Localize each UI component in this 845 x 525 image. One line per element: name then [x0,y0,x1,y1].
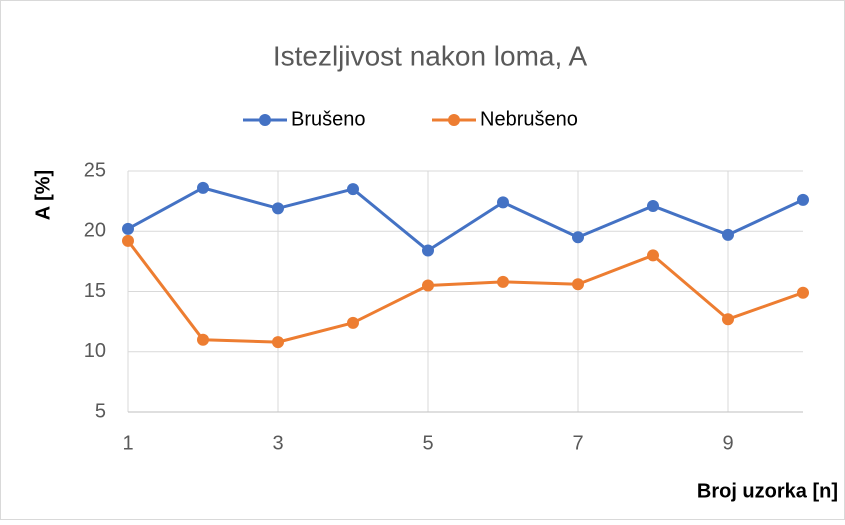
x-tick-label: 3 [272,432,283,454]
legend-label: Brušeno [291,108,366,130]
y-axis-label: A [%] [32,170,54,220]
data-point [197,333,209,346]
x-axis-label: Broj uzorka [n] [697,480,838,502]
data-point [647,199,659,212]
data-point [647,249,659,262]
y-tick-label: 20 [84,220,106,242]
x-tick-label: 9 [722,432,733,454]
data-point [422,244,434,257]
data-point [347,183,359,196]
chart-title: Istezljivost nakon loma, A [273,40,588,71]
y-tick-label: 25 [84,159,106,181]
data-point [722,228,734,241]
legend-marker [259,114,271,126]
y-tick-label: 10 [84,340,106,362]
data-point [272,336,284,349]
data-point [422,279,434,292]
data-point [497,196,509,209]
x-tick-label: 1 [122,432,133,454]
data-point [347,316,359,329]
data-point [122,222,134,235]
legend-label: Nebrušeno [480,108,578,130]
data-point [122,234,134,247]
data-point [572,278,584,291]
data-point [272,202,284,215]
series-line [126,239,804,344]
data-point [572,231,584,244]
x-tick-label: 5 [422,432,433,454]
x-tick-label: 7 [572,432,583,454]
legend-marker [448,114,460,126]
data-point [197,181,209,194]
series-line [127,186,804,253]
data-point [797,193,809,206]
data-point [497,275,509,288]
y-tick-label: 15 [84,280,106,302]
y-tick-label: 5 [95,400,106,422]
data-point [797,286,809,299]
data-point [722,313,734,326]
